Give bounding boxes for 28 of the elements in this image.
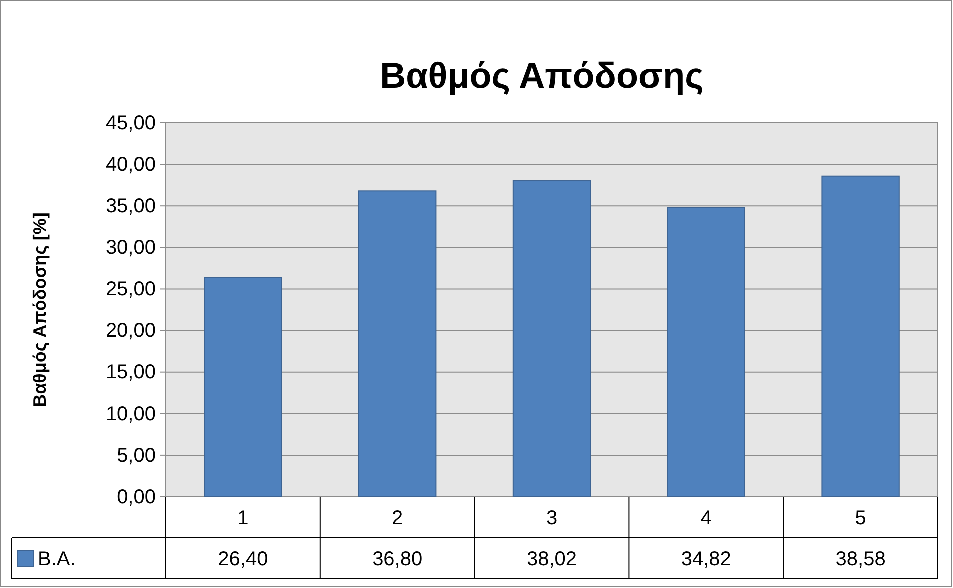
bar — [358, 190, 437, 498]
y-tick-label: 0,00 — [117, 486, 156, 508]
x-tick-label: 2 — [392, 508, 404, 530]
chart-title: Βαθμός Απόδοσης — [380, 55, 704, 96]
y-tick-label: 10,00 — [106, 403, 156, 426]
x-tick-label: 4 — [700, 508, 712, 530]
x-tick-label: 1 — [238, 508, 249, 530]
data-label: 38,58 — [836, 548, 886, 570]
data-label: 36,80 — [372, 548, 423, 570]
y-axis-title: Βαθμός Απόδοσης [%] — [30, 212, 50, 408]
y-tick-label: 20,00 — [106, 320, 156, 342]
bar — [204, 277, 282, 498]
bar — [512, 180, 592, 498]
x-tick-label: 5 — [855, 508, 866, 530]
data-label: 34,82 — [681, 548, 732, 570]
bar — [667, 207, 746, 498]
bar — [822, 176, 900, 498]
y-tick-label: 30,00 — [106, 237, 156, 260]
data-label: 26,40 — [218, 548, 268, 570]
y-tick-label: 45,00 — [106, 112, 156, 134]
y-tick-label: 35,00 — [106, 196, 156, 218]
legend-label: B.A. — [38, 548, 76, 570]
data-label: 38,02 — [526, 548, 578, 570]
y-tick-label: 25,00 — [106, 278, 156, 301]
x-tick-label: 3 — [546, 508, 558, 530]
y-tick-label: 40,00 — [106, 154, 156, 176]
y-tick-label: 5,00 — [117, 444, 156, 467]
y-tick-label: 15,00 — [106, 362, 156, 384]
